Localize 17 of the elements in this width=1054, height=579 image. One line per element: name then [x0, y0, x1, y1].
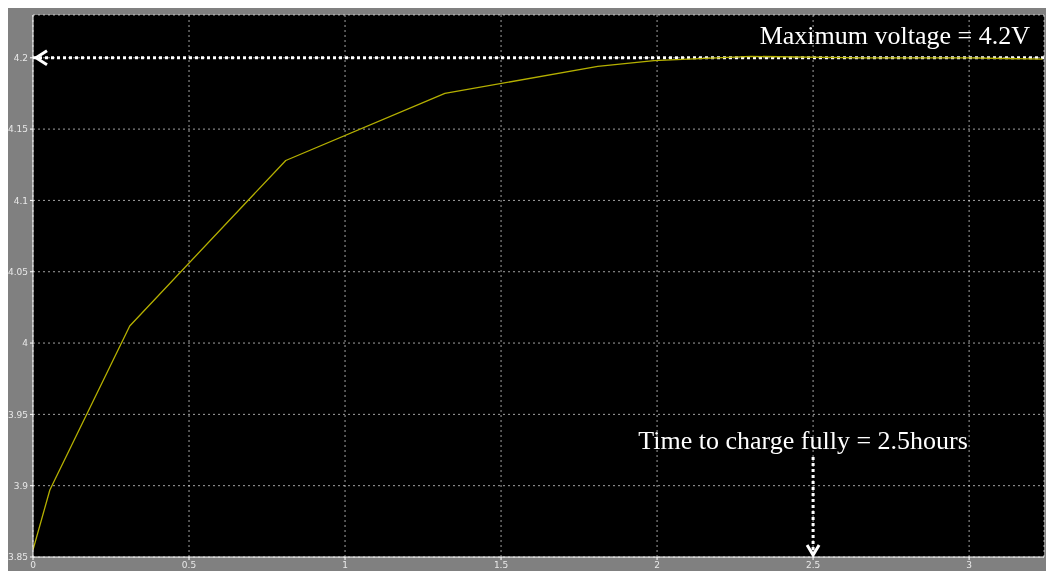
x-tick-label: 3 [966, 560, 972, 571]
ref-line-label: Time to charge fully = 2.5hours [638, 426, 968, 455]
y-tick-label: 4.05 [7, 266, 28, 277]
y-tick-label: 4.1 [13, 195, 28, 206]
x-tick-label: 1 [342, 560, 348, 571]
y-tick-label: 3.85 [7, 552, 28, 563]
x-tick-label: 2 [654, 560, 660, 571]
y-tick-label: 4.15 [7, 124, 28, 135]
y-tick-label: 3.95 [7, 409, 28, 420]
x-tick-label: 1.5 [493, 560, 509, 571]
y-tick-label: 4 [22, 338, 29, 349]
x-tick-label: 0.5 [181, 560, 197, 571]
ref-line-label: Maximum voltage = 4.2V [759, 20, 1031, 50]
y-tick-label: 3.9 [13, 480, 29, 491]
x-tick-label: 2.5 [805, 560, 821, 571]
y-tick-label: 4.2 [13, 52, 28, 63]
x-tick-label: 0 [30, 560, 37, 571]
